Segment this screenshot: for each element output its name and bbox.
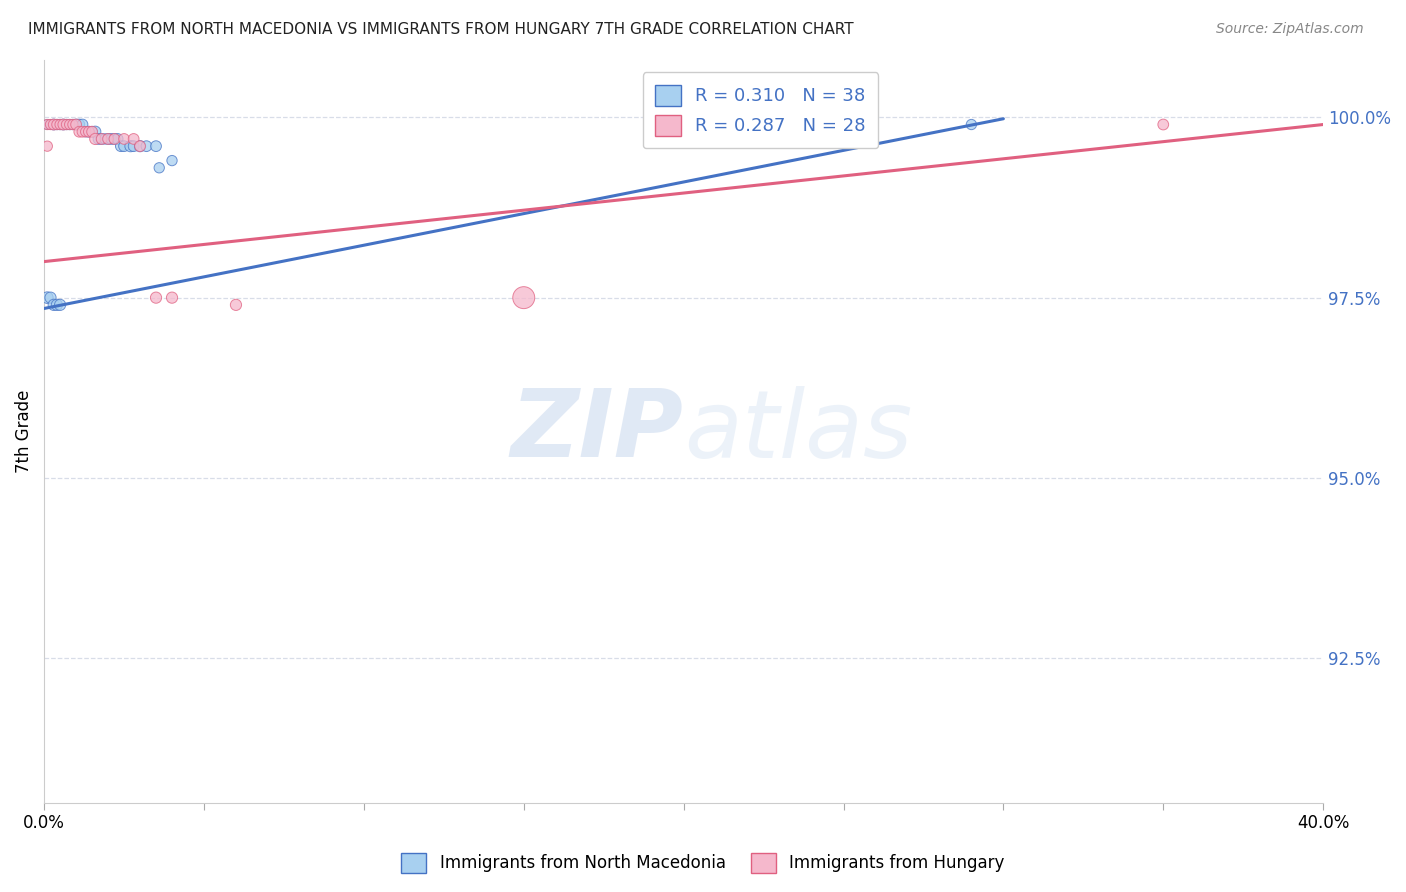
Point bbox=[65, 118, 87, 132]
Point bbox=[94, 132, 117, 146]
Point bbox=[75, 125, 97, 139]
Y-axis label: 7th Grade: 7th Grade bbox=[15, 390, 32, 473]
Text: atlas: atlas bbox=[683, 385, 912, 476]
Point bbox=[59, 118, 82, 132]
Point bbox=[72, 118, 94, 132]
Point bbox=[120, 139, 142, 153]
Point bbox=[67, 118, 90, 132]
Point bbox=[62, 118, 84, 132]
Point bbox=[55, 118, 77, 132]
Text: ZIP: ZIP bbox=[510, 385, 683, 477]
Point bbox=[103, 132, 125, 146]
Text: Source: ZipAtlas.com: Source: ZipAtlas.com bbox=[1216, 22, 1364, 37]
Point bbox=[52, 118, 75, 132]
Point bbox=[72, 125, 94, 139]
Point bbox=[49, 118, 72, 132]
Point bbox=[39, 118, 62, 132]
Point bbox=[1152, 118, 1174, 132]
Point bbox=[225, 298, 247, 312]
Point bbox=[62, 118, 84, 132]
Point bbox=[37, 291, 59, 305]
Point bbox=[100, 132, 122, 146]
Point bbox=[129, 139, 152, 153]
Point bbox=[77, 125, 100, 139]
Point bbox=[107, 132, 129, 146]
Point bbox=[80, 125, 103, 139]
Point bbox=[160, 291, 183, 305]
Point bbox=[80, 125, 103, 139]
Point bbox=[45, 118, 67, 132]
Point bbox=[145, 291, 167, 305]
Point bbox=[42, 118, 65, 132]
Point bbox=[87, 132, 110, 146]
Point bbox=[84, 125, 107, 139]
Point bbox=[39, 118, 62, 132]
Point bbox=[65, 118, 87, 132]
Point bbox=[90, 132, 112, 146]
Point bbox=[49, 118, 72, 132]
Point bbox=[145, 139, 167, 153]
Point bbox=[55, 118, 77, 132]
Point bbox=[513, 291, 536, 305]
Point bbox=[148, 161, 170, 175]
Point bbox=[110, 139, 132, 153]
Point bbox=[97, 132, 120, 146]
Point bbox=[42, 298, 65, 312]
Point bbox=[97, 132, 120, 146]
Point bbox=[103, 132, 125, 146]
Point bbox=[37, 118, 59, 132]
Point bbox=[45, 118, 67, 132]
Point bbox=[52, 118, 75, 132]
Point bbox=[42, 118, 65, 132]
Point bbox=[112, 139, 135, 153]
Point bbox=[39, 291, 62, 305]
Point bbox=[37, 118, 59, 132]
Legend: R = 0.310   N = 38, R = 0.287   N = 28: R = 0.310 N = 38, R = 0.287 N = 28 bbox=[643, 72, 879, 148]
Point bbox=[129, 139, 152, 153]
Point bbox=[75, 125, 97, 139]
Point bbox=[960, 118, 983, 132]
Point bbox=[84, 132, 107, 146]
Point bbox=[160, 153, 183, 168]
Point bbox=[135, 139, 157, 153]
Point bbox=[122, 132, 145, 146]
Point bbox=[49, 298, 72, 312]
Point bbox=[37, 139, 59, 153]
Point bbox=[90, 132, 112, 146]
Point bbox=[77, 125, 100, 139]
Point bbox=[112, 132, 135, 146]
Point bbox=[45, 298, 67, 312]
Legend: Immigrants from North Macedonia, Immigrants from Hungary: Immigrants from North Macedonia, Immigra… bbox=[395, 847, 1011, 880]
Point bbox=[67, 125, 90, 139]
Text: IMMIGRANTS FROM NORTH MACEDONIA VS IMMIGRANTS FROM HUNGARY 7TH GRADE CORRELATION: IMMIGRANTS FROM NORTH MACEDONIA VS IMMIG… bbox=[28, 22, 853, 37]
Point bbox=[122, 139, 145, 153]
Point bbox=[59, 118, 82, 132]
